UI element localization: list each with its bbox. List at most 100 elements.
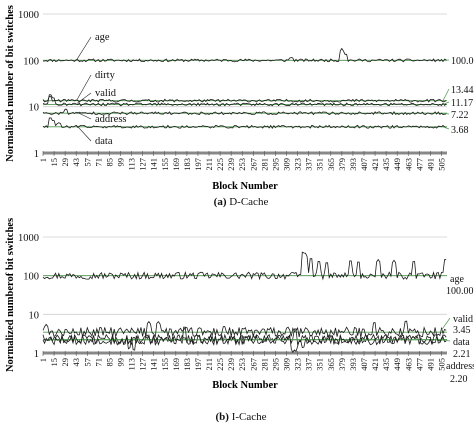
series-valid-leader bbox=[76, 92, 92, 104]
series-age-line bbox=[42, 251, 447, 281]
end-label: 13.44 bbox=[451, 85, 474, 96]
x-tick-label: 155 bbox=[160, 158, 170, 171]
x-tick-label: 365 bbox=[326, 358, 336, 371]
x-tick-label: 1 bbox=[38, 158, 48, 162]
x-tick-label: 477 bbox=[414, 358, 424, 371]
x-tick-label: 407 bbox=[359, 358, 369, 371]
x-tick-label: 463 bbox=[403, 358, 413, 371]
y-axis-label: Normalized numberof bit switches bbox=[5, 218, 16, 372]
panel-label: (a) bbox=[214, 196, 230, 208]
end-label: 100.00 bbox=[446, 286, 474, 297]
series-address-line bbox=[42, 108, 447, 116]
x-tick-label: 127 bbox=[138, 358, 148, 371]
series-address-leader bbox=[76, 111, 92, 120]
x-tick-label: 211 bbox=[204, 158, 214, 170]
series-age-line bbox=[42, 47, 447, 63]
x-tick-label: 351 bbox=[315, 158, 325, 171]
panel-caption-text: D-Cache bbox=[229, 196, 268, 208]
series-data-line bbox=[42, 117, 447, 129]
x-tick-label: 155 bbox=[160, 358, 170, 371]
x-tick-label: 29 bbox=[60, 358, 70, 367]
x-tick-label: 1 bbox=[38, 358, 48, 362]
y-tick-label: 100 bbox=[23, 56, 39, 67]
series-valid-line bbox=[42, 320, 447, 338]
x-tick-label: 85 bbox=[104, 158, 114, 167]
x-tick-label: 57 bbox=[82, 358, 92, 367]
x-tick-label: 365 bbox=[326, 158, 336, 171]
x-tick-label: 253 bbox=[237, 358, 247, 371]
x-tick-label: 29 bbox=[60, 158, 70, 167]
series-valid-label: valid bbox=[95, 88, 117, 99]
x-tick-label: 449 bbox=[392, 358, 402, 371]
x-tick-label: 99 bbox=[115, 358, 125, 367]
series-data-leader bbox=[76, 125, 92, 142]
series-data-label: data bbox=[95, 136, 113, 147]
x-tick-label: 323 bbox=[293, 358, 303, 371]
x-tick-label: 183 bbox=[182, 358, 192, 371]
x-tick-label: 99 bbox=[115, 158, 125, 167]
x-tick-label: 505 bbox=[436, 358, 446, 371]
x-tick-label: 239 bbox=[226, 358, 236, 371]
x-tick-label: 281 bbox=[259, 358, 269, 371]
x-tick-label: 295 bbox=[270, 158, 280, 171]
x-tick-label: 491 bbox=[425, 158, 435, 171]
end-label: 3.68 bbox=[451, 125, 469, 136]
x-tick-label: 267 bbox=[248, 358, 258, 371]
end-label-leader bbox=[442, 112, 450, 115]
y-tick-label: 10 bbox=[29, 310, 40, 321]
panel-caption: (a) D-Cache bbox=[214, 196, 269, 208]
end-label: 11.17 bbox=[451, 98, 473, 109]
end-label-leader bbox=[439, 339, 451, 342]
x-tick-label: 379 bbox=[337, 158, 347, 171]
y-tick-label: 1 bbox=[34, 349, 39, 360]
x-tick-label: 239 bbox=[226, 158, 236, 171]
series-age-label: age bbox=[95, 32, 110, 43]
panel-label: (b) bbox=[215, 411, 231, 423]
x-tick-label: 323 bbox=[293, 158, 303, 171]
x-tick-label: 183 bbox=[182, 158, 192, 171]
x-tick-label: 141 bbox=[149, 158, 159, 171]
x-tick-label: 337 bbox=[304, 358, 314, 371]
x-tick-label: 351 bbox=[315, 358, 325, 371]
series-valid-line bbox=[42, 94, 447, 107]
x-tick-label: 169 bbox=[171, 158, 181, 171]
x-tick-label: 43 bbox=[71, 158, 81, 167]
x-axis-label: Block Number bbox=[212, 181, 278, 192]
series-address-label: address bbox=[95, 114, 127, 125]
panel-caption-text: I-Cache bbox=[232, 411, 267, 423]
x-tick-label: 211 bbox=[204, 358, 214, 370]
end-label: 2.20 bbox=[450, 374, 468, 385]
series-dirty-line bbox=[42, 95, 447, 103]
y-tick-label: 1000 bbox=[18, 10, 39, 21]
x-tick-label: 113 bbox=[127, 358, 137, 370]
x-tick-label: 197 bbox=[193, 158, 203, 171]
y-tick-label: 100 bbox=[23, 272, 39, 283]
x-tick-label: 477 bbox=[414, 158, 424, 171]
end-label: address bbox=[446, 361, 474, 372]
x-tick-label: 169 bbox=[171, 358, 181, 371]
end-label-leader bbox=[442, 101, 450, 105]
end-label: 100.00 bbox=[451, 56, 474, 67]
x-tick-label: 141 bbox=[149, 358, 159, 371]
y-tick-label: 1 bbox=[34, 149, 39, 160]
y-tick-label: 10 bbox=[29, 103, 40, 114]
x-tick-label: 281 bbox=[259, 158, 269, 171]
end-label-leader bbox=[442, 126, 450, 130]
x-tick-label: 15 bbox=[49, 158, 59, 167]
x-tick-label: 407 bbox=[359, 158, 369, 171]
end-label-leader bbox=[442, 88, 450, 101]
x-tick-label: 113 bbox=[127, 158, 137, 170]
x-tick-label: 309 bbox=[282, 158, 292, 171]
x-tick-label: 435 bbox=[381, 158, 391, 171]
end-label: data bbox=[453, 337, 470, 348]
x-tick-label: 463 bbox=[403, 158, 413, 171]
end-label: 3.45 bbox=[453, 325, 471, 336]
x-tick-label: 253 bbox=[237, 158, 247, 171]
end-label: age bbox=[450, 274, 464, 285]
x-tick-label: 449 bbox=[392, 158, 402, 171]
x-tick-label: 127 bbox=[138, 158, 148, 171]
x-tick-label: 309 bbox=[282, 358, 292, 371]
x-tick-label: 379 bbox=[337, 358, 347, 371]
x-tick-label: 57 bbox=[82, 158, 92, 167]
